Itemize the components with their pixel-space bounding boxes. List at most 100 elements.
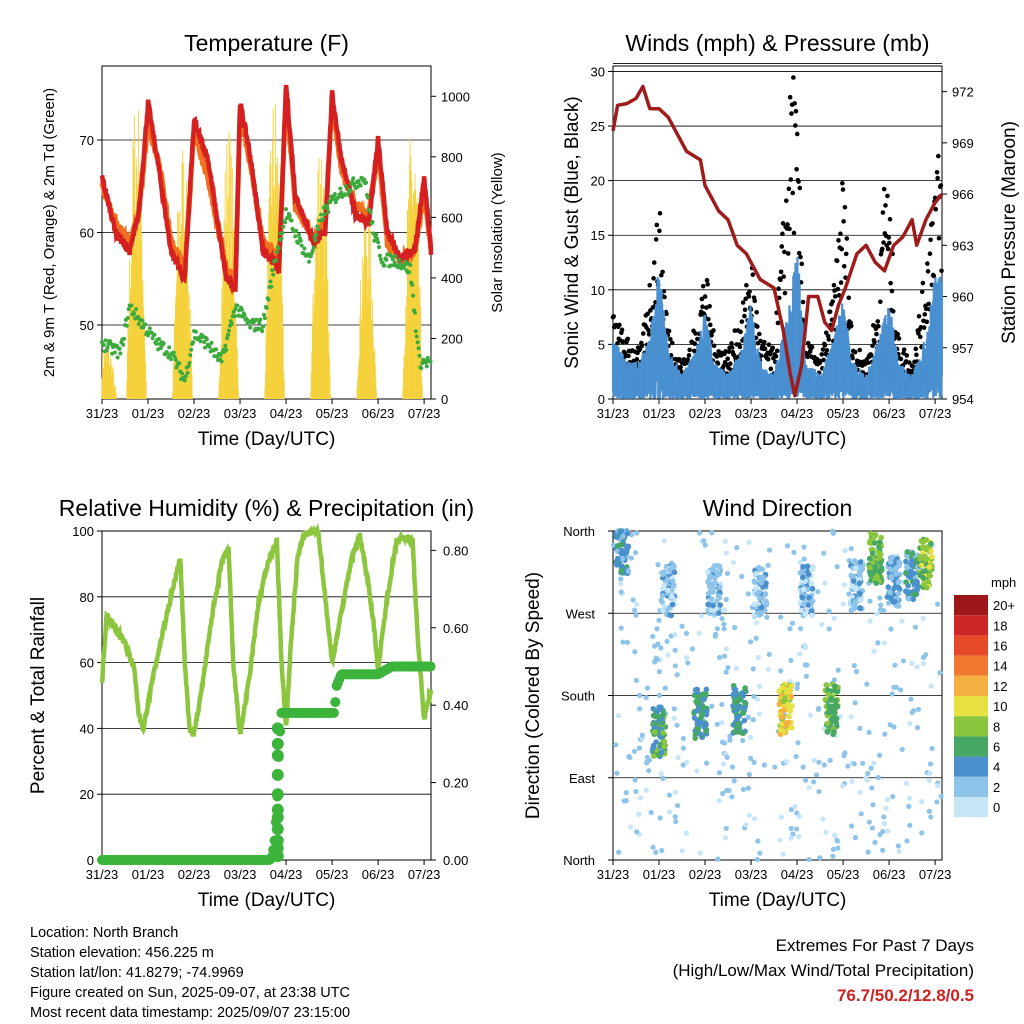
gust-point — [883, 203, 888, 208]
dewpoint-point — [209, 340, 214, 345]
gust-point — [794, 166, 799, 172]
direction-point — [788, 657, 794, 664]
direction-point — [865, 770, 871, 777]
direction-point — [823, 829, 829, 835]
direction-point — [721, 653, 728, 659]
dewpoint-point — [356, 178, 361, 183]
direction-point — [752, 579, 758, 586]
x-axis-label: Time (Day/UTC) — [709, 890, 847, 911]
gust-point — [839, 246, 844, 252]
direction-point — [871, 648, 877, 654]
dewpoint-point — [398, 261, 403, 266]
direction-point — [870, 802, 876, 808]
direction-point — [848, 546, 854, 552]
direction-point — [672, 789, 678, 796]
gust-point — [835, 286, 841, 292]
dewpoint-point — [204, 337, 209, 342]
dewpoint-point — [150, 336, 155, 341]
direction-point — [650, 712, 657, 719]
gust-point — [657, 211, 663, 216]
dewpoint-point — [333, 200, 338, 205]
y-tick-label: East — [569, 771, 595, 786]
x-tick-label: 02/23 — [178, 406, 211, 421]
direction-point — [802, 662, 808, 668]
direction-point — [672, 632, 678, 638]
gust-point — [611, 314, 616, 319]
dewpoint-point — [103, 338, 108, 343]
dewpoint-point — [365, 195, 370, 200]
direction-point — [923, 651, 929, 658]
direction-point — [669, 601, 676, 608]
gust-point — [931, 273, 937, 279]
direction-point — [756, 595, 763, 602]
direction-point — [656, 617, 662, 623]
direction-point — [884, 797, 891, 803]
y2-tick-label: 0.40 — [443, 698, 468, 713]
gust-point — [742, 307, 748, 313]
dewpoint-point — [378, 257, 383, 262]
dewpoint-point — [314, 232, 319, 237]
direction-point — [867, 618, 873, 624]
direction-point — [926, 808, 932, 814]
y-tick-label: 40 — [80, 721, 94, 736]
gust-point — [768, 366, 774, 372]
direction-point — [928, 814, 934, 820]
direction-point — [628, 824, 634, 830]
dewpoint-point — [154, 341, 159, 346]
dewpoint-point — [374, 232, 379, 237]
legend-label: 20+ — [993, 598, 1015, 613]
direction-point — [762, 591, 769, 597]
direction-point — [821, 550, 827, 556]
direction-point — [800, 563, 806, 570]
direction-point — [613, 742, 619, 748]
x-tick-label: 03/23 — [735, 406, 768, 421]
gust-point — [907, 360, 912, 365]
direction-point — [697, 850, 703, 856]
direction-point — [896, 559, 902, 565]
direction-point — [852, 700, 858, 706]
direction-point — [919, 830, 925, 836]
dewpoint-point — [402, 263, 407, 268]
direction-point — [717, 602, 723, 608]
direction-point — [655, 713, 662, 720]
gust-point — [729, 345, 735, 350]
dewpoint-point — [370, 219, 375, 224]
legend-swatch — [954, 716, 988, 737]
dewpoint-point — [167, 345, 172, 350]
station-latlon: Station lat/lon: 41.8279; -74.9969 — [30, 965, 244, 981]
direction-point — [708, 596, 715, 602]
gust-point — [916, 331, 921, 336]
direction-point — [702, 542, 708, 548]
direction-point — [865, 849, 871, 855]
dewpoint-point — [419, 366, 424, 371]
gust-point — [634, 357, 640, 362]
direction-point — [714, 721, 720, 727]
direction-point — [637, 706, 643, 712]
direction-point — [621, 798, 627, 804]
y-tick-label: 50 — [80, 318, 94, 333]
gust-point — [938, 183, 944, 188]
direction-point — [748, 734, 754, 740]
direction-point — [903, 780, 910, 787]
gust-point — [738, 329, 743, 335]
direction-point — [651, 724, 658, 731]
gust-point — [890, 308, 896, 314]
dewpoint-point — [262, 316, 267, 321]
direction-point — [884, 594, 891, 600]
direction-point — [798, 607, 805, 614]
direction-point — [772, 764, 778, 770]
dewpoint-point — [413, 329, 418, 334]
gust-point — [875, 319, 881, 324]
direction-point — [811, 779, 817, 785]
direction-point — [920, 575, 927, 581]
direction-point — [834, 837, 840, 843]
gust-point — [778, 269, 784, 275]
gust-point — [834, 258, 840, 264]
dewpoint-point — [122, 336, 127, 341]
direction-point — [895, 590, 902, 597]
dewpoint-point — [125, 315, 130, 320]
direction-point — [733, 665, 740, 672]
direction-point — [804, 563, 811, 570]
legend-label: 12 — [993, 679, 1007, 694]
direction-point — [907, 720, 913, 727]
